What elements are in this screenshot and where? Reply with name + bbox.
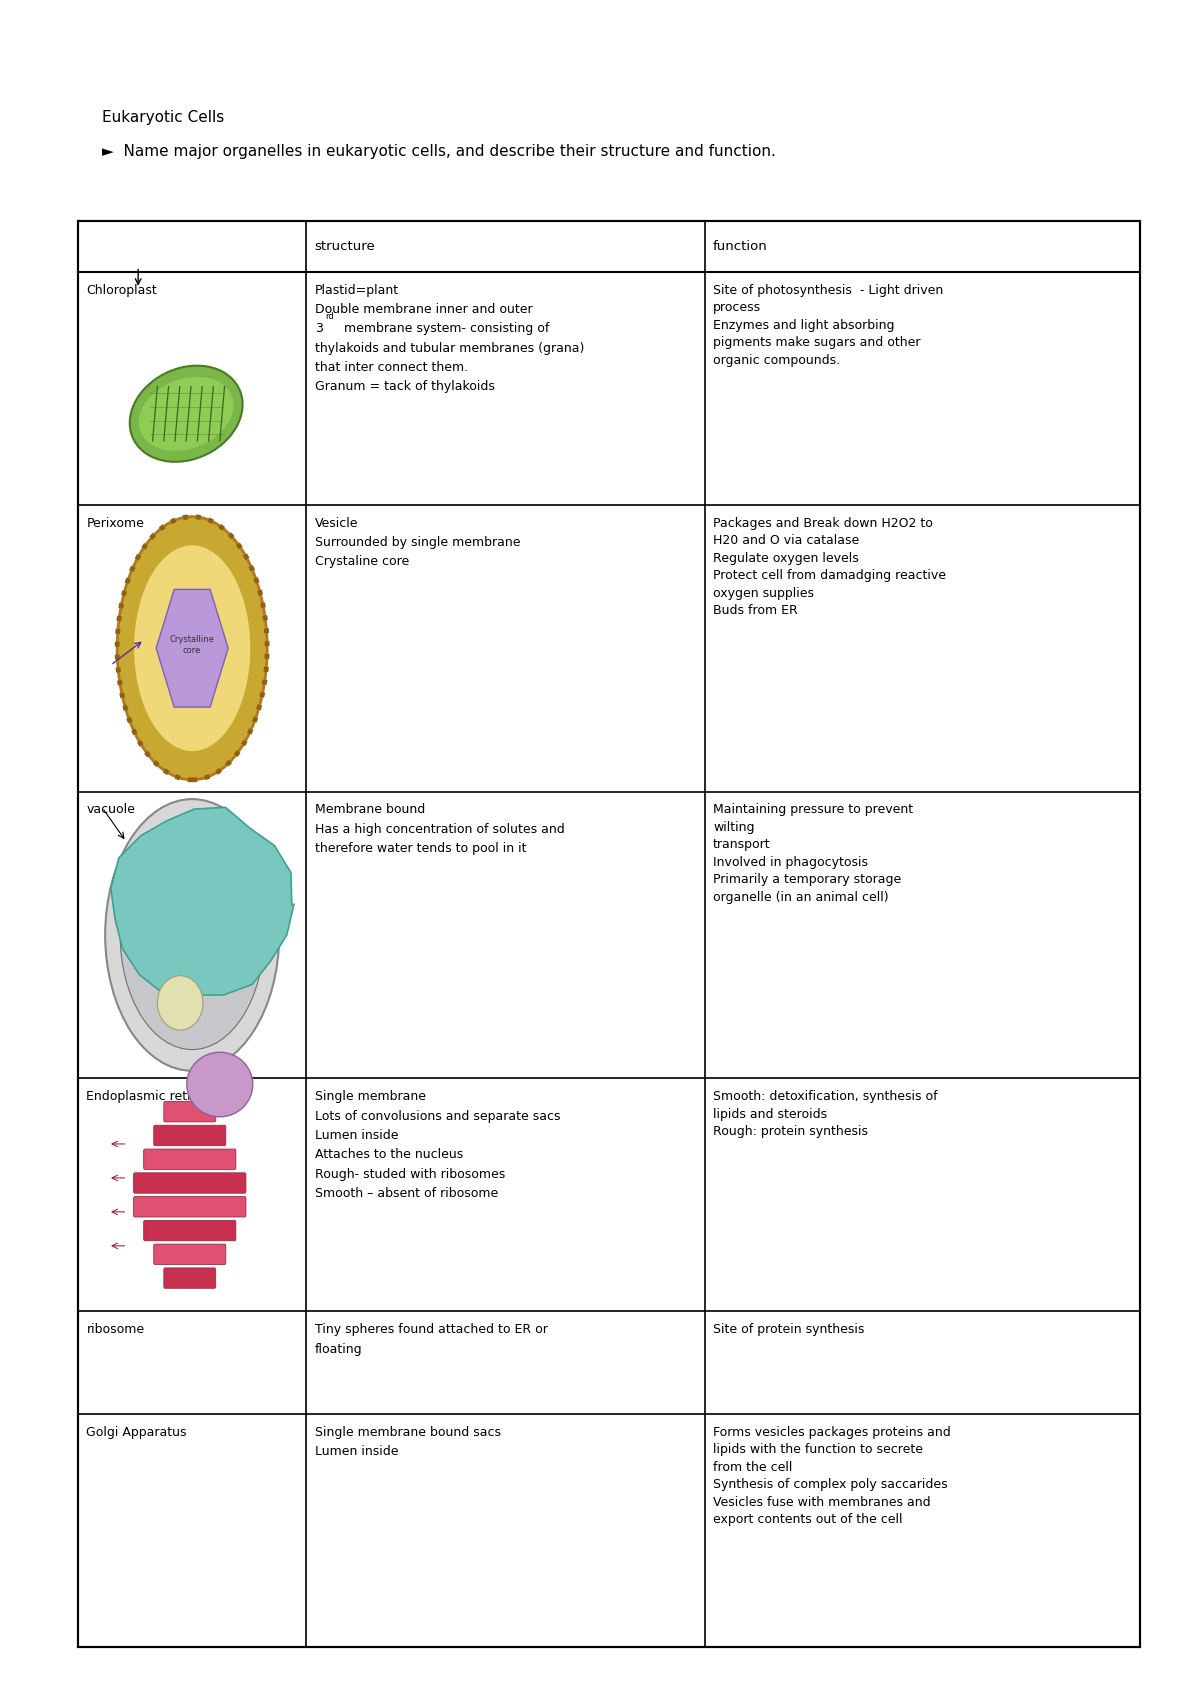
Text: Lots of convolusions and separate sacs: Lots of convolusions and separate sacs [314,1109,560,1122]
Text: Crystaline core: Crystaline core [314,555,409,569]
Ellipse shape [130,365,242,462]
Polygon shape [156,589,228,706]
Text: Double membrane inner and outer: Double membrane inner and outer [314,302,533,316]
Text: Smooth – absent of ribosome: Smooth – absent of ribosome [314,1187,498,1200]
Text: Smooth: detoxification, synthesis of
lipids and steroids
Rough: protein synthesi: Smooth: detoxification, synthesis of lip… [713,1090,937,1138]
Ellipse shape [133,545,251,752]
Text: Rough- studed with ribosomes: Rough- studed with ribosomes [314,1168,505,1180]
Text: Golgi Apparatus: Golgi Apparatus [86,1426,187,1438]
Ellipse shape [157,976,203,1031]
FancyBboxPatch shape [133,1173,246,1194]
Text: Packages and Break down H2O2 to
H20 and O via catalase
Regulate oxygen levels
Pr: Packages and Break down H2O2 to H20 and … [713,516,946,618]
Text: Attaches to the nucleus: Attaches to the nucleus [314,1148,463,1161]
Text: Endoplasmic reticulum: Endoplasmic reticulum [86,1090,229,1104]
Text: floating: floating [314,1343,362,1355]
Text: Eukaryotic Cells: Eukaryotic Cells [102,110,224,126]
FancyBboxPatch shape [144,1150,236,1170]
Text: Single membrane bound sacs: Single membrane bound sacs [314,1426,500,1438]
Text: Perixome: Perixome [86,516,144,530]
Text: rd: rd [325,312,335,321]
Text: Has a high concentration of solutes and: Has a high concentration of solutes and [314,824,564,835]
FancyBboxPatch shape [133,1197,246,1217]
Ellipse shape [118,516,268,779]
FancyBboxPatch shape [154,1126,226,1146]
Text: structure: structure [314,239,376,253]
Text: Surrounded by single membrane: Surrounded by single membrane [314,537,521,548]
Polygon shape [110,807,294,995]
Text: 3: 3 [314,323,323,335]
Text: Lumen inside: Lumen inside [314,1445,398,1459]
Text: thylakoids and tubular membranes (grana): thylakoids and tubular membranes (grana) [314,341,584,355]
FancyBboxPatch shape [154,1245,226,1265]
Text: Vesicle: Vesicle [314,516,359,530]
Text: vacuole: vacuole [86,803,136,817]
Text: Site of protein synthesis: Site of protein synthesis [713,1323,864,1336]
Text: ►  Name major organelles in eukaryotic cells, and describe their structure and f: ► Name major organelles in eukaryotic ce… [102,144,776,160]
Text: Crystalline
core: Crystalline core [169,635,215,654]
Text: membrane system- consisting of: membrane system- consisting of [340,323,550,335]
Text: Lumen inside: Lumen inside [314,1129,398,1143]
FancyBboxPatch shape [144,1221,236,1241]
Text: Granum = tack of thylakoids: Granum = tack of thylakoids [314,380,494,394]
Text: Maintaining pressure to prevent
wilting
transport
Involved in phagocytosis
Prima: Maintaining pressure to prevent wilting … [713,803,913,903]
Ellipse shape [139,377,234,450]
Text: Forms vesicles packages proteins and
lipids with the function to secrete
from th: Forms vesicles packages proteins and lip… [713,1426,950,1527]
FancyBboxPatch shape [164,1102,216,1122]
Text: Single membrane: Single membrane [314,1090,426,1104]
Text: Tiny spheres found attached to ER or: Tiny spheres found attached to ER or [314,1323,547,1336]
Ellipse shape [120,820,264,1049]
Text: Chloroplast: Chloroplast [86,284,157,297]
Text: Plastid=plant: Plastid=plant [314,284,398,297]
Bar [78,221,1140,1647]
FancyBboxPatch shape [164,1268,216,1289]
Text: that inter connect them.: that inter connect them. [314,362,468,374]
Ellipse shape [187,1053,253,1117]
Text: therefore water tends to pool in it: therefore water tends to pool in it [314,842,527,856]
Ellipse shape [106,800,280,1071]
Text: ribosome: ribosome [86,1323,144,1336]
Text: Membrane bound: Membrane bound [314,803,425,817]
Text: Site of photosynthesis  - Light driven
process
Enzymes and light absorbing
pigme: Site of photosynthesis - Light driven pr… [713,284,943,367]
Text: function: function [713,239,768,253]
